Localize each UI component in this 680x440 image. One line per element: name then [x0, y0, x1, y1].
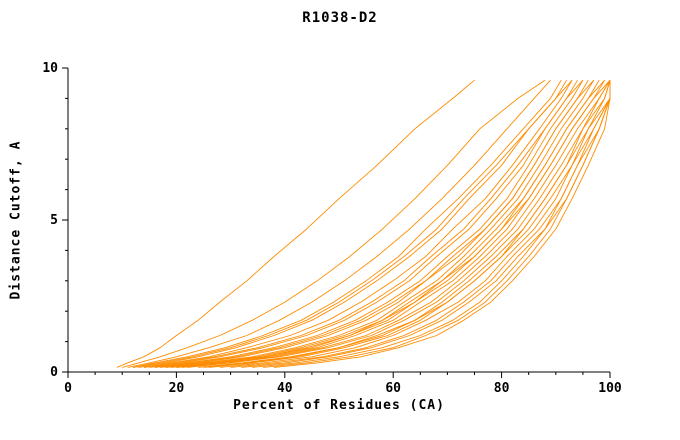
model-curve — [154, 79, 595, 368]
model-curve — [165, 79, 595, 368]
model-curve — [241, 80, 611, 368]
model-curve — [230, 80, 611, 368]
model-curve — [198, 80, 611, 368]
model-curve — [176, 79, 611, 368]
model-curve — [143, 79, 573, 368]
x-tick-label: 0 — [64, 381, 72, 396]
x-tick-label: 20 — [169, 381, 185, 396]
x-tick-label: 60 — [385, 381, 401, 396]
model-curve — [132, 79, 562, 368]
model-curve — [138, 79, 567, 368]
model-curve — [203, 79, 611, 368]
model-curve — [208, 80, 611, 368]
x-tick-label: 80 — [494, 381, 510, 396]
model-curve — [181, 79, 611, 368]
model-curve — [219, 80, 611, 368]
y-tick-label: 5 — [50, 213, 58, 228]
model-curve — [122, 79, 546, 368]
model-curve — [127, 79, 551, 368]
model-curve — [149, 79, 578, 368]
model-curve — [170, 79, 600, 368]
model-curve — [263, 80, 611, 368]
y-tick-label: 0 — [50, 365, 58, 380]
model-curve — [132, 79, 573, 368]
y-tick-label: 10 — [42, 61, 58, 76]
model-curve — [273, 80, 611, 368]
x-axis-label: Percent of Residues (CA) — [233, 398, 445, 413]
model-curve — [143, 79, 584, 368]
model-curve — [165, 79, 605, 368]
chart-title: R1038-D2 — [302, 10, 378, 26]
model-curve — [116, 79, 475, 368]
model-curve — [154, 79, 584, 368]
x-tick-label: 100 — [598, 381, 622, 396]
x-tick-label: 40 — [277, 381, 293, 396]
model-curve — [187, 80, 611, 368]
